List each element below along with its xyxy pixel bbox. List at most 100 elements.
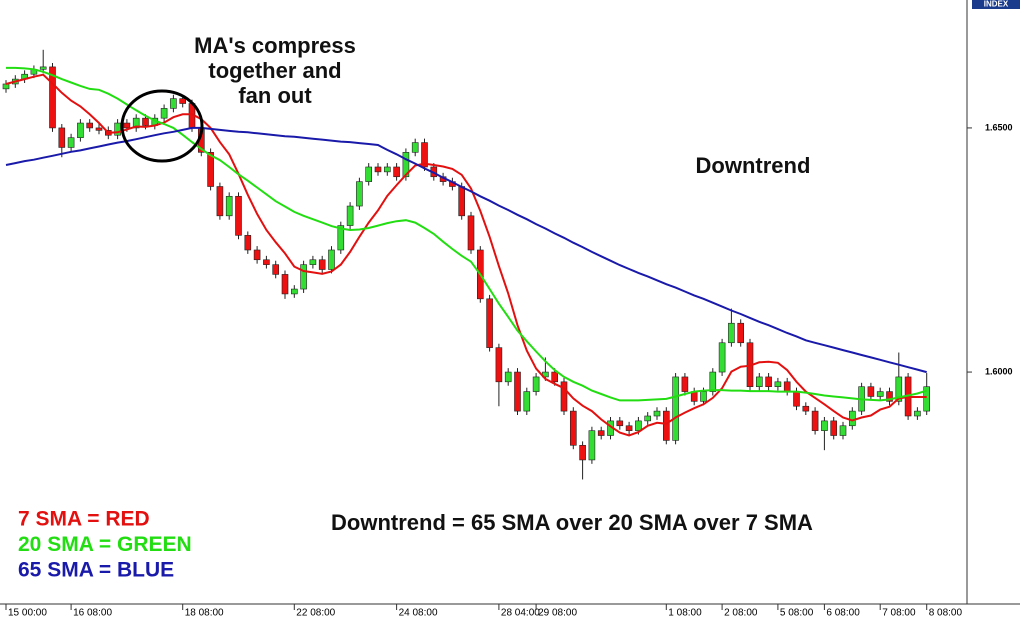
- candle-body: [709, 371, 717, 392]
- y-tick-label: 1.6000: [985, 366, 1013, 376]
- candle-body: [504, 371, 512, 383]
- highlight-circle: [120, 89, 204, 163]
- x-tick-label: 28 04:00: [501, 608, 540, 619]
- axis-badge: [972, 0, 1020, 9]
- x-tick-label: 8 08:00: [929, 608, 963, 619]
- candle-body: [356, 181, 363, 207]
- candle-body: [923, 386, 931, 412]
- x-tick-label: 2 08:00: [724, 608, 758, 619]
- candle-body: [216, 186, 224, 217]
- candle-body: [67, 137, 75, 148]
- candle-body: [281, 274, 289, 295]
- candle-body: [588, 430, 596, 461]
- candle-body: [765, 376, 772, 388]
- candle-body: [653, 410, 661, 417]
- candle-body: [867, 386, 875, 397]
- candle-body: [160, 108, 168, 119]
- candle-body: [365, 166, 373, 182]
- x-tick-label: 22 08:00: [296, 608, 335, 619]
- candle-body: [644, 415, 652, 422]
- candle-body: [755, 376, 763, 388]
- candle-body: [114, 122, 121, 136]
- annotation: Downtrend: [696, 153, 811, 178]
- candle-body: [374, 166, 382, 173]
- candle-body: [411, 142, 419, 153]
- x-tick-label: 15 00:00: [8, 608, 47, 619]
- candle-body: [244, 235, 252, 251]
- candle-body: [793, 391, 800, 407]
- candle-body: [95, 127, 103, 131]
- candle-body: [802, 405, 810, 412]
- candle-body: [821, 420, 828, 431]
- x-tick-label: 16 08:00: [73, 608, 112, 619]
- candle-body: [848, 410, 856, 427]
- candle-body: [672, 376, 679, 441]
- candle-body: [914, 410, 921, 417]
- candle-body: [597, 430, 605, 436]
- candle-body: [718, 342, 726, 373]
- candle-body: [551, 371, 559, 383]
- x-tick-label: 29 08:00: [538, 608, 577, 619]
- legend-entry: 65 SMA = BLUE: [18, 559, 174, 582]
- candle-body: [290, 288, 298, 295]
- candle-body: [579, 444, 586, 461]
- candle-body: [700, 391, 707, 402]
- annotation: Downtrend = 65 SMA over 20 SMA over 7 SM…: [331, 510, 813, 535]
- candle-body: [2, 83, 10, 90]
- candle-body: [774, 381, 782, 388]
- x-tick-label: 5 08:00: [780, 608, 814, 619]
- candle-body: [272, 264, 280, 275]
- annotation: together and: [208, 58, 341, 83]
- x-tick-label: 6 08:00: [826, 608, 860, 619]
- candle-body: [523, 391, 531, 412]
- candle-body: [86, 122, 93, 129]
- candle-body: [421, 142, 428, 168]
- candle-body: [328, 249, 335, 270]
- candle-body: [383, 166, 391, 173]
- candle-body: [393, 166, 400, 178]
- x-tick-label: 24 08:00: [399, 608, 438, 619]
- candle-body: [560, 381, 568, 412]
- candle-body: [123, 122, 131, 129]
- x-tick-label: 18 08:00: [185, 608, 224, 619]
- annotation: fan out: [238, 83, 312, 108]
- candle-body: [170, 98, 177, 109]
- candle-body: [728, 322, 735, 344]
- ma-line: [6, 66, 927, 402]
- candle-body: [253, 249, 261, 261]
- x-tick-label: 1 08:00: [668, 608, 702, 619]
- candle-body: [458, 186, 466, 217]
- legend-entry: 7 SMA = RED: [18, 508, 150, 531]
- candle-body: [179, 98, 186, 104]
- candle-body: [309, 259, 317, 265]
- candle-body: [625, 425, 633, 431]
- candle-body: [635, 420, 642, 431]
- candle-body: [207, 152, 214, 187]
- candle-body: [514, 371, 521, 412]
- candle-body: [839, 425, 847, 436]
- candle-body: [495, 347, 503, 383]
- y-tick-label: 1.6500: [985, 122, 1013, 132]
- candle-body: [532, 376, 540, 392]
- candle-body: [58, 127, 66, 148]
- candle-body: [811, 410, 819, 431]
- candle-body: [39, 66, 47, 70]
- candle-body: [263, 259, 270, 265]
- ma-line: [5, 73, 927, 437]
- candle-body: [737, 322, 745, 344]
- candle-body: [49, 66, 56, 129]
- candle-body: [142, 117, 149, 126]
- candle-body: [402, 152, 410, 178]
- ma-line: [5, 126, 927, 374]
- x-tick-label: 7 08:00: [882, 608, 916, 619]
- candle-body: [77, 122, 84, 138]
- annotation: MA's compress: [194, 33, 356, 58]
- candle-body: [830, 420, 838, 436]
- candle-body: [783, 381, 791, 392]
- candle-body: [235, 195, 242, 236]
- candle-body: [876, 391, 884, 397]
- candle-body: [337, 225, 345, 251]
- candle-body: [886, 391, 893, 402]
